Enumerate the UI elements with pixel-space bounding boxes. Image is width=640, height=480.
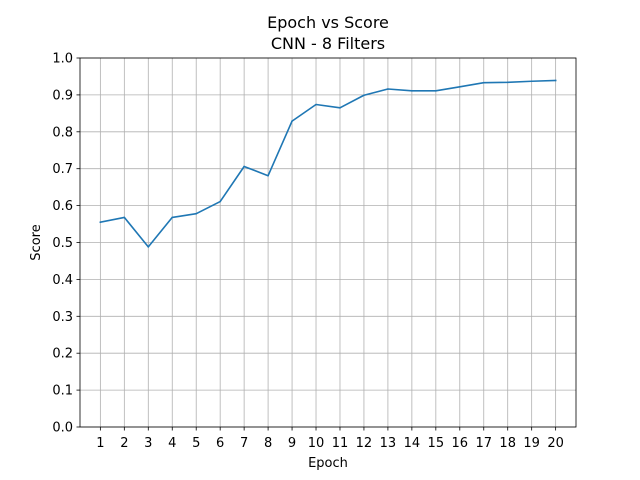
y-tick-label: 0.1 [52,384,73,399]
chart-subtitle: CNN - 8 Filters [271,34,385,53]
data-point [339,107,341,109]
data-point [219,200,221,203]
x-tick-label: 13 [380,436,397,451]
y-tick-label: 0.5 [52,236,73,251]
series-line [99,79,557,248]
x-tick-label: 3 [144,436,152,451]
x-tick-label: 8 [264,436,272,451]
data-point [267,174,269,177]
data-point [458,85,461,88]
data-point [291,120,293,122]
data-point [99,221,102,224]
data-point [387,88,389,90]
y-tick-label: 0.4 [52,273,73,288]
data-point [482,81,485,84]
series-layer [99,79,557,248]
y-tick-label: 0.3 [52,310,73,325]
x-tick-label: 6 [216,436,224,451]
y-tick-label: 0.7 [52,162,73,177]
x-tick-label: 10 [308,436,325,451]
y-tick-label: 1.0 [52,52,73,67]
x-tick-label: 12 [356,436,373,451]
data-point [171,216,174,219]
data-point [315,103,317,106]
y-tick-label: 0.0 [52,421,73,436]
x-tick-label: 17 [475,436,492,451]
y-axis-label: Score [29,224,44,260]
data-point [506,81,509,84]
x-tick-label: 20 [547,436,564,451]
y-tick-label: 0.2 [52,347,73,362]
data-point [363,94,365,97]
x-tick-label: 7 [240,436,248,451]
data-point [530,80,533,83]
data-point [243,165,245,168]
y-axis-ticks: 0.0 0.1 0.2 0.3 0.4 0.5 0.6 0.7 0.8 0.9 1.0 [52,52,80,436]
x-tick-label: 5 [192,436,200,451]
data-point [123,216,126,219]
y-tick-label: 0.6 [52,199,73,214]
data-point [411,90,413,92]
data-point [195,212,198,215]
x-tick-label: 9 [288,436,296,451]
y-tick-label: 0.8 [52,125,73,140]
x-tick-label: 4 [168,436,176,451]
x-tick-label: 16 [452,436,469,451]
x-tick-label: 1 [96,436,104,451]
x-tick-label: 19 [523,436,540,451]
chart-title: Epoch vs Score [267,13,389,32]
x-tick-label: 2 [120,436,128,451]
x-tick-label: 11 [332,436,349,451]
x-tick-label: 18 [499,436,516,451]
data-point [435,90,437,92]
data-point [147,246,150,248]
y-tick-label: 0.9 [52,88,73,103]
data-point [554,79,557,82]
x-axis-ticks: 1 2 3 4 5 6 7 8 9 10 11 12 13 14 15 16 17 18 19 20 [96,427,564,451]
x-tick-label: 15 [428,436,445,451]
x-tick-label: 14 [404,436,421,451]
x-axis-label: Epoch [308,456,348,471]
